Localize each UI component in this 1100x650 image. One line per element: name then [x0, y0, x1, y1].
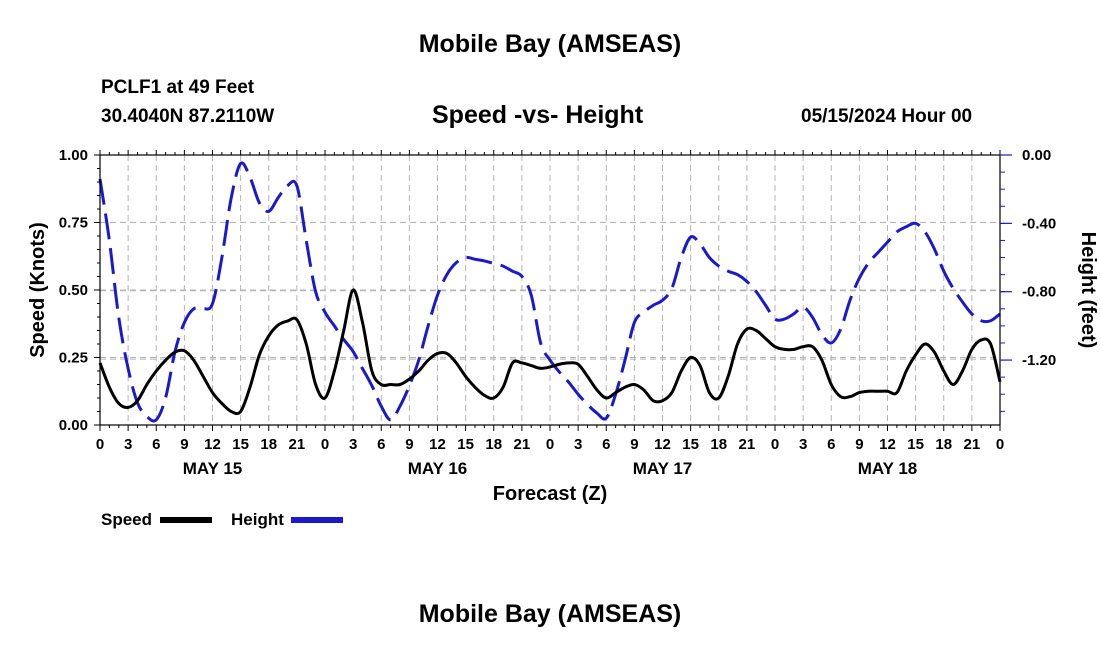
- x-tick-label: 12: [879, 436, 896, 453]
- x-tick-label: 15: [682, 436, 699, 453]
- x-tick-label: 0: [96, 436, 104, 453]
- x-tick-label: 6: [152, 436, 160, 453]
- x-tick-label: 18: [485, 436, 502, 453]
- y-tick-label-right: -0.80: [1022, 284, 1056, 301]
- x-tick-label: 3: [349, 436, 357, 453]
- station-label: PCLF1 at 49 Feet: [101, 77, 255, 98]
- day-label: MAY 16: [408, 459, 468, 478]
- x-tick-label: 0: [546, 436, 554, 453]
- x-tick-label: 12: [204, 436, 221, 453]
- x-tick-label: 0: [321, 436, 329, 453]
- y-tick-label-left: 0.50: [59, 282, 88, 299]
- y-tick-label-left: 1.00: [59, 147, 88, 164]
- y-tick-label-left: 0.25: [59, 350, 88, 367]
- y-tick-label-right: -1.20: [1022, 352, 1056, 369]
- x-tick-label: 3: [799, 436, 807, 453]
- y-tick-label-left: 0.00: [59, 417, 88, 434]
- x-tick-label: 15: [232, 436, 249, 453]
- forecast-datetime: 05/15/2024 Hour 00: [801, 106, 973, 127]
- x-tick-label: 6: [827, 436, 835, 453]
- x-tick-label: 21: [289, 436, 306, 453]
- legend: Speed Height: [101, 510, 343, 529]
- legend-label-height: Height: [231, 510, 284, 529]
- x-tick-label: 18: [710, 436, 727, 453]
- series-line-height: [98, 161, 1001, 423]
- coordinates-label: 30.4040N 87.2110W: [101, 106, 275, 127]
- x-axis-label: Forecast (Z): [493, 483, 607, 505]
- y-axis-label-left: Speed (Knots): [27, 222, 49, 358]
- x-tick-label: 15: [457, 436, 474, 453]
- x-tick-label: 9: [855, 436, 863, 453]
- x-tick-label: 12: [429, 436, 446, 453]
- y-axis-label-right: Height (feet): [1077, 232, 1099, 349]
- x-tick-label: 9: [630, 436, 638, 453]
- y-tick-label-right: -0.40: [1022, 215, 1056, 232]
- x-tick-label: 6: [377, 436, 385, 453]
- x-tick-label: 21: [964, 436, 981, 453]
- x-tick-label: 0: [771, 436, 779, 453]
- legend-label-speed: Speed: [101, 510, 152, 529]
- x-tick-label: 9: [405, 436, 413, 453]
- series-layer: [98, 161, 1002, 423]
- x-tick-label: 21: [739, 436, 756, 453]
- series-line-speed: [98, 288, 1002, 416]
- x-tick-label: 18: [935, 436, 952, 453]
- x-tick-label: 21: [514, 436, 531, 453]
- x-tick-label: 3: [574, 436, 582, 453]
- x-tick-label: 9: [180, 436, 188, 453]
- chart-subtitle: Speed -vs- Height: [432, 101, 644, 129]
- x-tick-label: 15: [907, 436, 924, 453]
- y-tick-label-left: 0.75: [59, 215, 88, 232]
- grid: [100, 155, 1000, 425]
- day-label: MAY 18: [858, 459, 918, 478]
- y-tick-label-right: 0.00: [1022, 147, 1051, 164]
- x-tick-label: 18: [260, 436, 277, 453]
- footer-title: Mobile Bay (AMSEAS): [418, 600, 682, 628]
- x-tick-label: 12: [654, 436, 671, 453]
- x-tick-label: 3: [124, 436, 132, 453]
- chart-title: Mobile Bay (AMSEAS): [418, 30, 682, 58]
- day-label: MAY 17: [633, 459, 693, 478]
- axes: 0 3 6 9 12 15 18 21 0 3 6 9 12 15 18 21 0 3 6 9 12 15 18 21 0 3 6 9…: [59, 147, 1056, 478]
- day-label: MAY 15: [183, 459, 243, 478]
- x-tick-label: 0: [996, 436, 1004, 453]
- x-tick-label: 6: [602, 436, 610, 453]
